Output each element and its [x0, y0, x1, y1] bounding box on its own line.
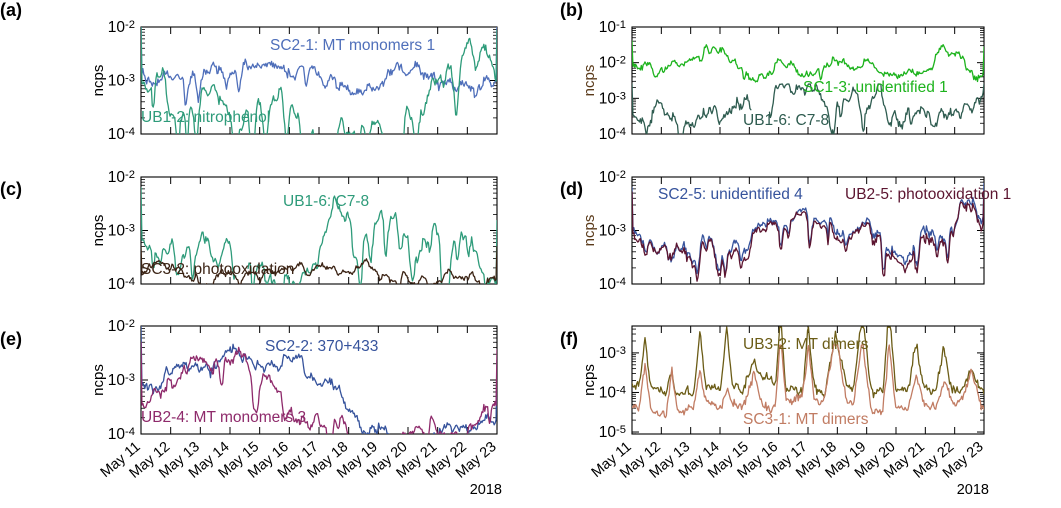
svg-text:UB2-5: photooxidation 1: UB2-5: photooxidation 1 — [845, 186, 1011, 203]
svg-text:(b): (b) — [560, 0, 583, 20]
svg-text:2018: 2018 — [957, 482, 989, 498]
svg-text:UB1-2: nitrophenol: UB1-2: nitrophenol — [141, 109, 270, 126]
svg-text:SC3-2: photooxidation: SC3-2: photooxidation — [141, 261, 294, 278]
svg-text:SC2-1: MT monomers 1: SC2-1: MT monomers 1 — [270, 37, 435, 54]
svg-text:SC2-5: unidentified 4: SC2-5: unidentified 4 — [658, 186, 803, 203]
svg-text:ncps: ncps — [90, 65, 107, 97]
svg-text:UB2-4: MT monomers 3: UB2-4: MT monomers 3 — [141, 409, 306, 426]
svg-text:(c): (c) — [0, 179, 22, 199]
svg-text:(e): (e) — [0, 329, 22, 349]
svg-text:(a): (a) — [0, 0, 22, 20]
svg-text:SC1-3: unidentified 1: SC1-3: unidentified 1 — [803, 79, 948, 96]
svg-text:UB1-6: C7-8: UB1-6: C7-8 — [283, 193, 369, 210]
svg-text:(f): (f) — [560, 329, 578, 349]
svg-text:UB3-2: MT dimers: UB3-2: MT dimers — [743, 336, 869, 353]
svg-text:ncps: ncps — [581, 364, 598, 396]
svg-text:ncps: ncps — [581, 65, 598, 97]
svg-text:ncps: ncps — [90, 215, 107, 247]
svg-text:(d): (d) — [560, 179, 583, 199]
svg-text:2018: 2018 — [470, 482, 502, 498]
svg-text:ncps: ncps — [90, 364, 107, 396]
svg-text:UB1-6: C7-8: UB1-6: C7-8 — [743, 112, 829, 129]
svg-text:SC3-1: MT dimers: SC3-1: MT dimers — [743, 411, 869, 428]
svg-text:SC2-2: 370+433: SC2-2: 370+433 — [265, 338, 378, 355]
svg-text:ncps: ncps — [581, 215, 598, 247]
